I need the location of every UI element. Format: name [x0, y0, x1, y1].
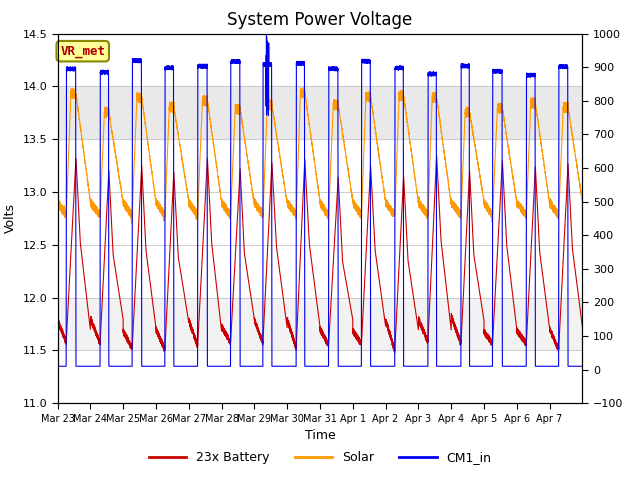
CM1_in — [190, 363, 198, 369]
Solar — [54, 196, 61, 202]
23x Battery — [448, 313, 456, 319]
CM1_in — [215, 363, 223, 369]
CM1_in — [289, 363, 297, 369]
Solar — [300, 84, 308, 90]
CM1_in — [448, 363, 456, 369]
23x Battery — [579, 324, 586, 330]
Line: 23x Battery: 23x Battery — [58, 156, 582, 352]
23x Battery — [433, 153, 440, 159]
Solar — [215, 179, 223, 185]
Solar — [72, 91, 80, 96]
CM1_in — [72, 363, 80, 369]
Solar — [289, 212, 297, 217]
Bar — [58, 86, 582, 139]
Legend: 23x Battery, Solar, CM1_in: 23x Battery, Solar, CM1_in — [143, 446, 497, 469]
23x Battery — [511, 314, 519, 320]
Solar — [579, 200, 586, 205]
Solar — [511, 191, 519, 196]
Title: System Power Voltage: System Power Voltage — [227, 11, 413, 29]
CM1_in — [54, 363, 61, 369]
23x Battery — [72, 156, 80, 161]
Text: VR_met: VR_met — [60, 45, 105, 58]
Line: Solar: Solar — [58, 87, 582, 223]
23x Battery — [215, 303, 223, 309]
23x Battery — [190, 330, 198, 336]
Solar — [448, 197, 456, 203]
23x Battery — [391, 349, 399, 355]
23x Battery — [54, 317, 61, 323]
Solar — [190, 211, 198, 216]
CM1_in — [262, 33, 270, 38]
CM1_in — [511, 363, 519, 369]
Bar — [58, 298, 582, 350]
23x Battery — [289, 334, 297, 339]
Solar — [127, 220, 135, 226]
X-axis label: Time: Time — [305, 429, 335, 442]
Line: CM1_in: CM1_in — [58, 36, 582, 366]
Y-axis label: Volts: Volts — [4, 204, 17, 233]
CM1_in — [579, 363, 586, 369]
